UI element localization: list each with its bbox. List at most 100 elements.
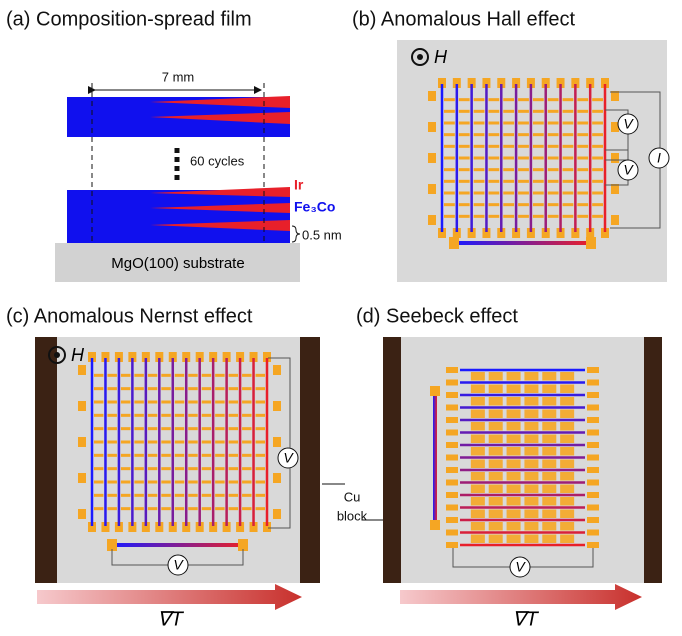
pad: [148, 454, 157, 457]
pad: [215, 454, 224, 457]
pad: [548, 157, 559, 160]
pad: [471, 535, 485, 544]
pad: [94, 467, 103, 470]
pad: [273, 509, 281, 519]
pad: [428, 153, 436, 163]
bar: [433, 392, 437, 525]
substrate-label: MgO(100) substrate: [111, 255, 244, 272]
pad: [444, 133, 455, 136]
pad: [488, 110, 499, 113]
pad: [229, 441, 238, 444]
pad: [592, 180, 603, 183]
film-top: [67, 96, 290, 137]
pad: [577, 180, 588, 183]
pad: [474, 145, 485, 148]
pad: [563, 168, 574, 171]
pad: [592, 168, 603, 171]
probe-label: I: [657, 150, 661, 166]
pad: [524, 535, 538, 544]
pad: [148, 441, 157, 444]
cu-block: [300, 337, 320, 583]
pad: [229, 494, 238, 497]
pad: [560, 497, 574, 506]
pad: [444, 168, 455, 171]
pad: [524, 472, 538, 481]
pad: [518, 215, 529, 218]
pad: [175, 494, 184, 497]
pad: [107, 507, 116, 510]
pad: [474, 203, 485, 206]
pad: [524, 460, 538, 469]
pad: [134, 454, 143, 457]
pad: [459, 145, 470, 148]
pad: [446, 492, 458, 498]
pad: [518, 203, 529, 206]
pad: [94, 387, 103, 390]
pad: [175, 427, 184, 430]
pad: [256, 454, 265, 457]
pad: [592, 192, 603, 195]
cu-block: [35, 337, 57, 583]
pad: [107, 454, 116, 457]
pad: [587, 392, 599, 398]
pad: [148, 494, 157, 497]
pad: [107, 401, 116, 404]
pad: [444, 122, 455, 125]
pad: [524, 435, 538, 444]
pad: [524, 410, 538, 419]
pad: [446, 455, 458, 461]
pad: [175, 467, 184, 470]
pad: [542, 472, 556, 481]
pad: [242, 481, 251, 484]
pad: [577, 145, 588, 148]
pad: [428, 184, 436, 194]
pad: [474, 98, 485, 101]
pad: [560, 460, 574, 469]
pad: [587, 430, 599, 436]
pad: [533, 180, 544, 183]
pad: [446, 405, 458, 411]
pad: [161, 494, 170, 497]
pad: [577, 203, 588, 206]
pad: [444, 192, 455, 195]
pad: [592, 215, 603, 218]
pad: [242, 387, 251, 390]
pad: [107, 387, 116, 390]
pad: [560, 522, 574, 531]
pad: [563, 145, 574, 148]
gradient-arrow: [400, 584, 642, 610]
pad: [188, 374, 197, 377]
pad: [611, 153, 619, 163]
pad: [242, 454, 251, 457]
pad: [121, 387, 130, 390]
pad: [489, 460, 503, 469]
pad: [533, 203, 544, 206]
pad: [471, 422, 485, 431]
pad: [134, 374, 143, 377]
pad: [229, 427, 238, 430]
pad: [507, 397, 521, 406]
pad: [471, 460, 485, 469]
pad: [507, 435, 521, 444]
pad: [446, 392, 458, 398]
pad: [148, 467, 157, 470]
pad: [202, 441, 211, 444]
pad: [577, 110, 588, 113]
panel-title: (d) Seebeck effect: [356, 305, 518, 327]
pad: [444, 157, 455, 160]
pad: [471, 472, 485, 481]
pad: [188, 467, 197, 470]
pad: [459, 122, 470, 125]
pad: [202, 494, 211, 497]
pad: [548, 192, 559, 195]
film-bottom: [67, 187, 290, 243]
pad: [548, 203, 559, 206]
pad: [533, 110, 544, 113]
pad: [503, 157, 514, 160]
pad: [134, 494, 143, 497]
pad: [134, 481, 143, 484]
pad: [471, 410, 485, 419]
pad: [489, 497, 503, 506]
pad: [587, 542, 599, 548]
pad: [188, 401, 197, 404]
